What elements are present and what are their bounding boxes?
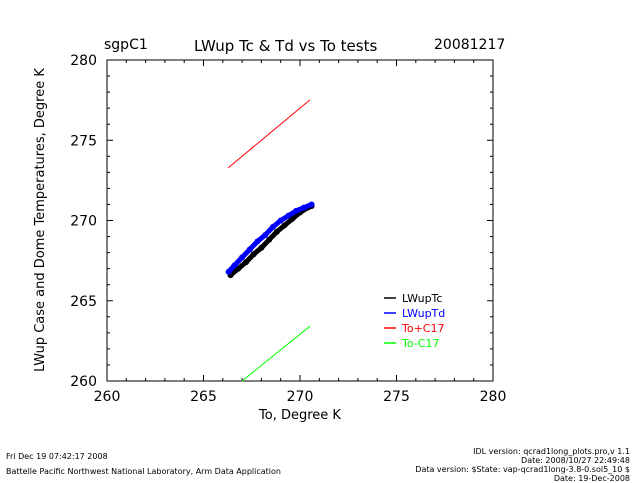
data-point — [254, 238, 261, 245]
site-label: sgpC1 — [104, 37, 148, 53]
date-label: 20081217 — [434, 37, 506, 53]
x-tick-label: 280 — [480, 389, 507, 405]
legend-label: To+C17 — [401, 322, 444, 335]
y-axis-label: LWup Case and Dome Temperatures, Degree … — [33, 68, 48, 372]
series-to-c17 — [241, 325, 311, 382]
y-tick-label: 265 — [70, 294, 97, 310]
ticks-layer: 260 265 270 275 280 260 265 270 275 280 — [70, 53, 506, 405]
footer-idl-version: IDL version: qcrad1long_plots.pro,v 1.1 — [473, 447, 630, 456]
footer-credit: Battelle Pacific Northwest National Labo… — [6, 467, 281, 476]
series-layer — [225, 99, 315, 382]
footer-idl-date: Date: 2008/10/27 22:49:48 — [521, 456, 630, 465]
data-point — [262, 231, 269, 238]
y-tick-label: 280 — [70, 53, 97, 69]
data-point — [258, 244, 265, 251]
legend-label: LWupTd — [402, 307, 445, 320]
x-tick-label: 265 — [190, 389, 217, 405]
series-lwuptd — [225, 201, 315, 275]
y-tick-label: 275 — [70, 133, 97, 149]
footer-data-version: Data version: $State: vap-qcrad1long-3.8… — [415, 465, 630, 474]
x-axis-label: To, Degree K — [258, 408, 341, 423]
series-lwuptc — [227, 203, 315, 279]
data-point — [269, 223, 276, 230]
legend-label: To-C17 — [401, 337, 439, 350]
legend: LWupTc LWupTd To+C17 To-C17 — [384, 292, 445, 350]
y-tick-label: 270 — [70, 214, 97, 230]
footer-version-info: IDL version: qcrad1long_plots.pro,v 1.1 … — [415, 447, 630, 483]
data-point — [239, 254, 246, 261]
chart-title: LWup Tc & Td vs To tests — [194, 37, 378, 55]
footer-timestamp: Fri Dec 19 07:42:17 2008 — [6, 452, 108, 461]
series-line-to-c17 — [241, 325, 311, 382]
data-point — [225, 268, 232, 275]
series-line-to-c17 — [228, 99, 311, 169]
data-point — [308, 201, 315, 208]
data-point — [285, 212, 292, 219]
data-point — [250, 251, 257, 258]
data-point — [231, 262, 238, 269]
y-tick-label: 260 — [70, 374, 97, 390]
data-point — [273, 228, 280, 235]
data-point — [242, 259, 249, 266]
data-point — [293, 207, 300, 214]
x-tick-label: 270 — [287, 389, 314, 405]
data-point — [300, 204, 307, 211]
x-tick-label: 260 — [94, 389, 121, 405]
data-point — [277, 217, 284, 224]
data-point — [266, 236, 273, 243]
series-to-c17 — [228, 99, 311, 169]
data-point — [246, 246, 253, 253]
legend-label: LWupTc — [402, 292, 442, 305]
x-tick-label: 275 — [383, 389, 410, 405]
data-point — [281, 222, 288, 229]
footer-data-date: Date: 19-Dec-2008 — [553, 474, 630, 483]
